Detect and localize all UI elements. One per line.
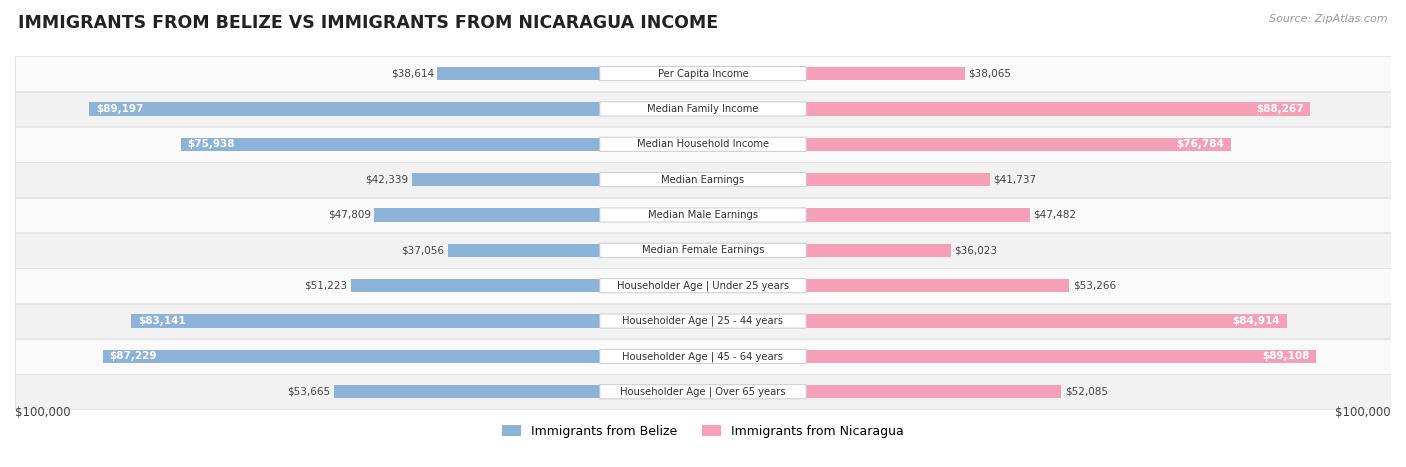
Text: $100,000: $100,000 <box>1336 406 1391 419</box>
Text: $83,141: $83,141 <box>138 316 186 326</box>
Text: Householder Age | 25 - 44 years: Householder Age | 25 - 44 years <box>623 316 783 326</box>
Text: Median Female Earnings: Median Female Earnings <box>641 245 765 255</box>
FancyBboxPatch shape <box>15 198 1391 232</box>
Legend: Immigrants from Belize, Immigrants from Nicaragua: Immigrants from Belize, Immigrants from … <box>498 420 908 443</box>
Text: $100,000: $100,000 <box>15 406 70 419</box>
Text: $75,938: $75,938 <box>187 139 235 149</box>
Text: $47,482: $47,482 <box>1033 210 1076 220</box>
Text: $52,085: $52,085 <box>1064 387 1108 397</box>
FancyBboxPatch shape <box>600 314 806 328</box>
Text: $53,665: $53,665 <box>287 387 330 397</box>
FancyBboxPatch shape <box>437 67 600 80</box>
Text: IMMIGRANTS FROM BELIZE VS IMMIGRANTS FROM NICARAGUA INCOME: IMMIGRANTS FROM BELIZE VS IMMIGRANTS FRO… <box>18 14 718 32</box>
FancyBboxPatch shape <box>806 385 1062 398</box>
Text: $87,229: $87,229 <box>110 351 157 361</box>
Text: $37,056: $37,056 <box>402 245 444 255</box>
FancyBboxPatch shape <box>374 208 600 222</box>
FancyBboxPatch shape <box>806 102 1310 116</box>
FancyBboxPatch shape <box>600 173 806 187</box>
FancyBboxPatch shape <box>90 102 600 116</box>
FancyBboxPatch shape <box>15 339 1391 374</box>
FancyBboxPatch shape <box>806 173 990 186</box>
FancyBboxPatch shape <box>333 385 600 398</box>
FancyBboxPatch shape <box>180 138 600 151</box>
FancyBboxPatch shape <box>806 279 1070 292</box>
FancyBboxPatch shape <box>600 137 806 151</box>
Text: Median Household Income: Median Household Income <box>637 139 769 149</box>
FancyBboxPatch shape <box>806 314 1288 328</box>
FancyBboxPatch shape <box>15 375 1391 409</box>
Text: $51,223: $51,223 <box>304 281 347 290</box>
FancyBboxPatch shape <box>600 208 806 222</box>
Text: Householder Age | Over 65 years: Householder Age | Over 65 years <box>620 387 786 397</box>
Text: Householder Age | 45 - 64 years: Householder Age | 45 - 64 years <box>623 351 783 361</box>
Text: $84,914: $84,914 <box>1233 316 1281 326</box>
FancyBboxPatch shape <box>600 102 806 116</box>
FancyBboxPatch shape <box>350 279 600 292</box>
FancyBboxPatch shape <box>15 233 1391 268</box>
Text: $36,023: $36,023 <box>955 245 997 255</box>
FancyBboxPatch shape <box>600 349 806 363</box>
FancyBboxPatch shape <box>15 163 1391 197</box>
FancyBboxPatch shape <box>600 279 806 293</box>
Text: Per Capita Income: Per Capita Income <box>658 69 748 78</box>
Text: $89,108: $89,108 <box>1261 351 1309 361</box>
FancyBboxPatch shape <box>449 244 600 257</box>
Text: $53,266: $53,266 <box>1073 281 1116 290</box>
Text: Householder Age | Under 25 years: Householder Age | Under 25 years <box>617 281 789 291</box>
FancyBboxPatch shape <box>103 350 600 363</box>
FancyBboxPatch shape <box>806 244 950 257</box>
Text: $89,197: $89,197 <box>96 104 143 114</box>
Text: Source: ZipAtlas.com: Source: ZipAtlas.com <box>1270 14 1388 24</box>
FancyBboxPatch shape <box>15 92 1391 126</box>
Text: Median Male Earnings: Median Male Earnings <box>648 210 758 220</box>
Text: Median Family Income: Median Family Income <box>647 104 759 114</box>
FancyBboxPatch shape <box>412 173 600 186</box>
FancyBboxPatch shape <box>15 56 1391 91</box>
Text: $38,065: $38,065 <box>969 69 1011 78</box>
FancyBboxPatch shape <box>15 269 1391 303</box>
Text: $41,737: $41,737 <box>994 175 1036 184</box>
FancyBboxPatch shape <box>806 350 1316 363</box>
Text: $88,267: $88,267 <box>1256 104 1303 114</box>
FancyBboxPatch shape <box>600 66 806 81</box>
Text: $76,784: $76,784 <box>1177 139 1225 149</box>
Text: $38,614: $38,614 <box>391 69 434 78</box>
Text: $47,809: $47,809 <box>328 210 371 220</box>
FancyBboxPatch shape <box>806 67 965 80</box>
Text: $42,339: $42,339 <box>366 175 408 184</box>
FancyBboxPatch shape <box>806 208 1029 222</box>
FancyBboxPatch shape <box>15 127 1391 162</box>
FancyBboxPatch shape <box>600 243 806 257</box>
Text: Median Earnings: Median Earnings <box>661 175 745 184</box>
FancyBboxPatch shape <box>600 385 806 399</box>
FancyBboxPatch shape <box>131 314 600 328</box>
FancyBboxPatch shape <box>15 304 1391 339</box>
FancyBboxPatch shape <box>806 138 1232 151</box>
